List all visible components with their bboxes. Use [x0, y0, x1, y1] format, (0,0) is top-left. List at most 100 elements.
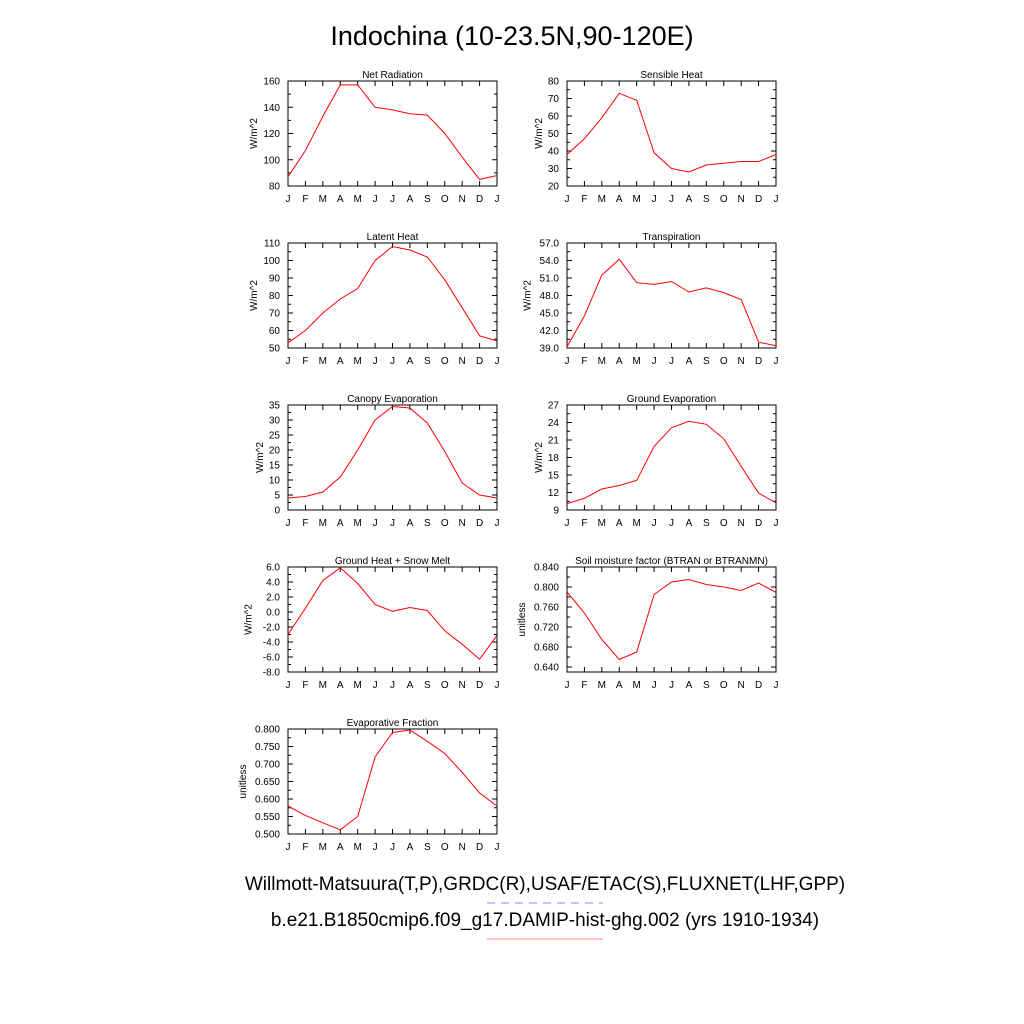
x-tick-label: M — [353, 356, 361, 367]
x-tick-label: D — [476, 518, 483, 529]
y-tick-label: 60 — [548, 112, 560, 123]
y-tick-label: 0.720 — [534, 623, 559, 634]
x-tick-label: O — [720, 518, 728, 529]
x-tick-label: A — [686, 680, 693, 691]
y-tick-label: 25 — [269, 431, 281, 442]
chart-panel: Soil moisture factor (BTRAN or BTRANMN) J… — [517, 556, 779, 691]
y-tick-label: 35 — [269, 401, 281, 412]
x-tick-label: N — [738, 680, 745, 691]
y-tick-label: 110 — [264, 239, 280, 250]
x-tick-label: J — [669, 518, 674, 529]
x-tick-label: O — [441, 356, 449, 367]
x-tick-label: S — [703, 356, 710, 367]
x-tick-label: J — [390, 680, 395, 691]
x-tick-label: D — [755, 194, 762, 205]
x-tick-label: O — [720, 356, 728, 367]
y-axis-label: unitless — [238, 765, 249, 799]
y-tick-label: 5 — [274, 491, 280, 502]
x-tick-label: F — [302, 842, 308, 853]
x-tick-label: J — [373, 194, 378, 205]
y-tick-label: 54.0 — [540, 256, 560, 267]
y-tick-label: 15 — [269, 461, 281, 472]
x-tick-label: J — [390, 842, 395, 853]
x-tick-label: M — [353, 194, 361, 205]
x-tick-label: O — [441, 842, 449, 853]
y-axis-label: W/m^2 — [249, 118, 260, 149]
y-axis-label: W/m^2 — [249, 280, 260, 311]
x-tick-label: A — [337, 518, 344, 529]
y-tick-label: 0.750 — [255, 742, 280, 753]
y-tick-label: 39.0 — [540, 344, 560, 355]
y-tick-label: 0.800 — [255, 725, 280, 736]
y-tick-label: 160 — [263, 77, 280, 88]
x-tick-label: D — [476, 356, 483, 367]
x-tick-label: A — [407, 194, 414, 205]
y-axis-label: W/m^2 — [534, 442, 545, 473]
plot-frame — [287, 242, 498, 349]
x-tick-label: F — [581, 680, 587, 691]
x-tick-label: M — [632, 194, 640, 205]
x-tick-label: O — [720, 680, 728, 691]
x-tick-label: A — [616, 356, 623, 367]
x-tick-label: A — [686, 356, 693, 367]
panel-title: Sensible Heat — [640, 70, 702, 81]
x-tick-label: J — [774, 518, 779, 529]
x-tick-label: M — [598, 356, 606, 367]
y-tick-label: 2.0 — [266, 593, 280, 604]
y-tick-label: 9 — [553, 506, 559, 517]
x-tick-label: J — [495, 356, 500, 367]
y-tick-label: 48.0 — [540, 291, 560, 302]
x-tick-label: J — [495, 680, 500, 691]
y-axis-label: W/m^2 — [255, 442, 266, 473]
series-line — [287, 567, 498, 661]
x-tick-label: J — [495, 842, 500, 853]
x-tick-label: M — [319, 842, 327, 853]
y-tick-label: 24 — [548, 418, 560, 429]
y-tick-label: 60 — [269, 326, 281, 337]
x-tick-label: N — [738, 518, 745, 529]
x-tick-label: J — [286, 518, 291, 529]
x-tick-label: D — [755, 356, 762, 367]
x-tick-label: M — [632, 356, 640, 367]
x-tick-label: A — [337, 680, 344, 691]
x-tick-label: N — [459, 680, 466, 691]
y-tick-label: 51.0 — [540, 274, 560, 285]
x-tick-label: M — [319, 194, 327, 205]
series-line — [566, 578, 777, 661]
y-tick-label: 0.650 — [255, 777, 280, 788]
x-tick-label: J — [774, 194, 779, 205]
x-tick-label: F — [302, 518, 308, 529]
x-tick-label: S — [424, 194, 431, 205]
y-tick-label: 57.0 — [540, 239, 560, 250]
x-tick-label: F — [581, 194, 587, 205]
x-tick-label: N — [459, 518, 466, 529]
x-tick-label: J — [390, 518, 395, 529]
x-tick-label: A — [616, 680, 623, 691]
x-tick-label: A — [616, 518, 623, 529]
y-tick-label: 90 — [269, 274, 281, 285]
series-line — [287, 405, 498, 499]
y-axis-label: W/m^2 — [534, 118, 545, 149]
y-tick-label: 10 — [269, 476, 281, 487]
x-tick-label: J — [652, 518, 657, 529]
legend-obs-label: Willmott-Matsuura(T,P),GRDC(R),USAF/ETAC… — [245, 874, 845, 895]
x-tick-label: M — [632, 680, 640, 691]
x-tick-label: J — [565, 356, 570, 367]
x-tick-label: A — [337, 194, 344, 205]
y-tick-label: 40 — [548, 147, 560, 158]
y-tick-label: 18 — [548, 453, 560, 464]
x-tick-label: J — [286, 842, 291, 853]
plot-frame — [566, 404, 777, 511]
y-tick-label: 42.0 — [540, 326, 560, 337]
x-tick-label: S — [703, 194, 710, 205]
y-axis-label: W/m^2 — [244, 604, 255, 635]
x-tick-label: M — [598, 680, 606, 691]
series-line — [566, 92, 777, 173]
